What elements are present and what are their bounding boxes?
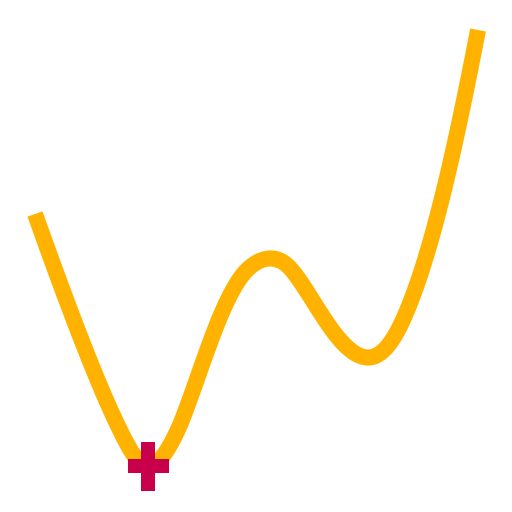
energy-curve (27, 28, 486, 474)
minimum-point-marker (128, 442, 169, 491)
marker-horizontal-bar (128, 459, 169, 473)
